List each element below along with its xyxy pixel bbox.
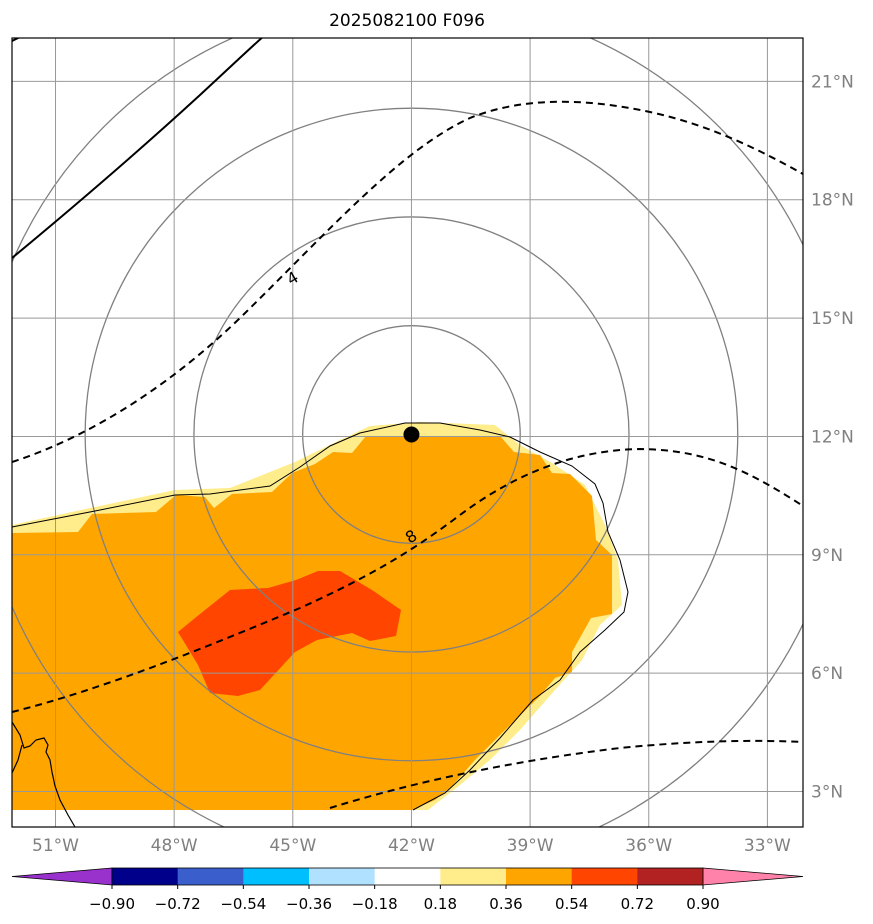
colorbar: −0.90 −0.72 −0.54 −0.36 −0.18 0.18 0.36 0.54 0.7… [11, 867, 804, 913]
graticule [12, 38, 803, 827]
contour-solid [12, 38, 264, 259]
colorbar-box [637, 868, 704, 885]
latitude-label: 6°N [811, 664, 843, 684]
colorbar-tick-label: −0.18 [352, 895, 398, 913]
longitude-label: 42°W [388, 836, 435, 856]
colorbar-tick-label: 0.18 [424, 895, 457, 913]
contour-south [329, 739, 803, 809]
map-area: 48 [12, 38, 803, 827]
latitude-label: 18°N [811, 191, 854, 211]
latitude-label: 9°N [811, 546, 843, 566]
latitude-labels: 3°N 6°N 9°N 12°N 15°N 18°N 21°N [811, 72, 854, 802]
colorbar-box [506, 868, 573, 885]
contour-8 [12, 447, 803, 713]
contour-4 [12, 100, 803, 463]
latitude-label: 3°N [811, 782, 843, 802]
colorbar-box [440, 868, 507, 885]
longitude-label: 39°W [507, 836, 554, 856]
storm-center-marker[interactable] [403, 426, 420, 443]
longitude-labels: 51°W 48°W 45°W 42°W 39°W 36°W 33°W [32, 836, 791, 856]
colorbar-tick-label: −0.36 [286, 895, 332, 913]
colorbar-box [243, 868, 310, 885]
colorbar-box [112, 868, 179, 885]
coastline [12, 422, 629, 811]
colorbar-tick-label: −0.90 [89, 895, 135, 913]
map-frame [11, 37, 804, 828]
colorbar-extend-high [702, 867, 804, 886]
colorbar-tick-label: 0.72 [621, 895, 654, 913]
colorbar-box [309, 868, 376, 885]
figure-title: 2025082100 F096 [329, 11, 485, 31]
longitude-label: 45°W [269, 836, 316, 856]
colorbar-box [374, 868, 441, 885]
colorbar-tick-label: 0.54 [555, 895, 588, 913]
colorbar-tick-label: 0.36 [489, 895, 522, 913]
longitude-label: 51°W [32, 836, 79, 856]
latitude-label: 21°N [811, 72, 854, 92]
colorbar-tick-label: 0.90 [686, 895, 719, 913]
field-red-area [178, 571, 401, 696]
contour-label: 4 [283, 267, 301, 289]
colorbar-box [177, 868, 244, 885]
colorbar-frame [111, 867, 704, 886]
longitude-label: 36°W [625, 836, 672, 856]
colorbar-tick-label: −0.72 [155, 895, 201, 913]
coastline-south-america [12, 721, 76, 827]
latitude-label: 15°N [811, 309, 854, 329]
colorbar-box [571, 868, 638, 885]
longitude-label: 48°W [151, 836, 198, 856]
colorbar-tick-label: −0.54 [220, 895, 266, 913]
colorbar-extend-low [11, 867, 113, 886]
longitude-label: 33°W [744, 836, 791, 856]
latitude-label: 12°N [811, 427, 854, 447]
